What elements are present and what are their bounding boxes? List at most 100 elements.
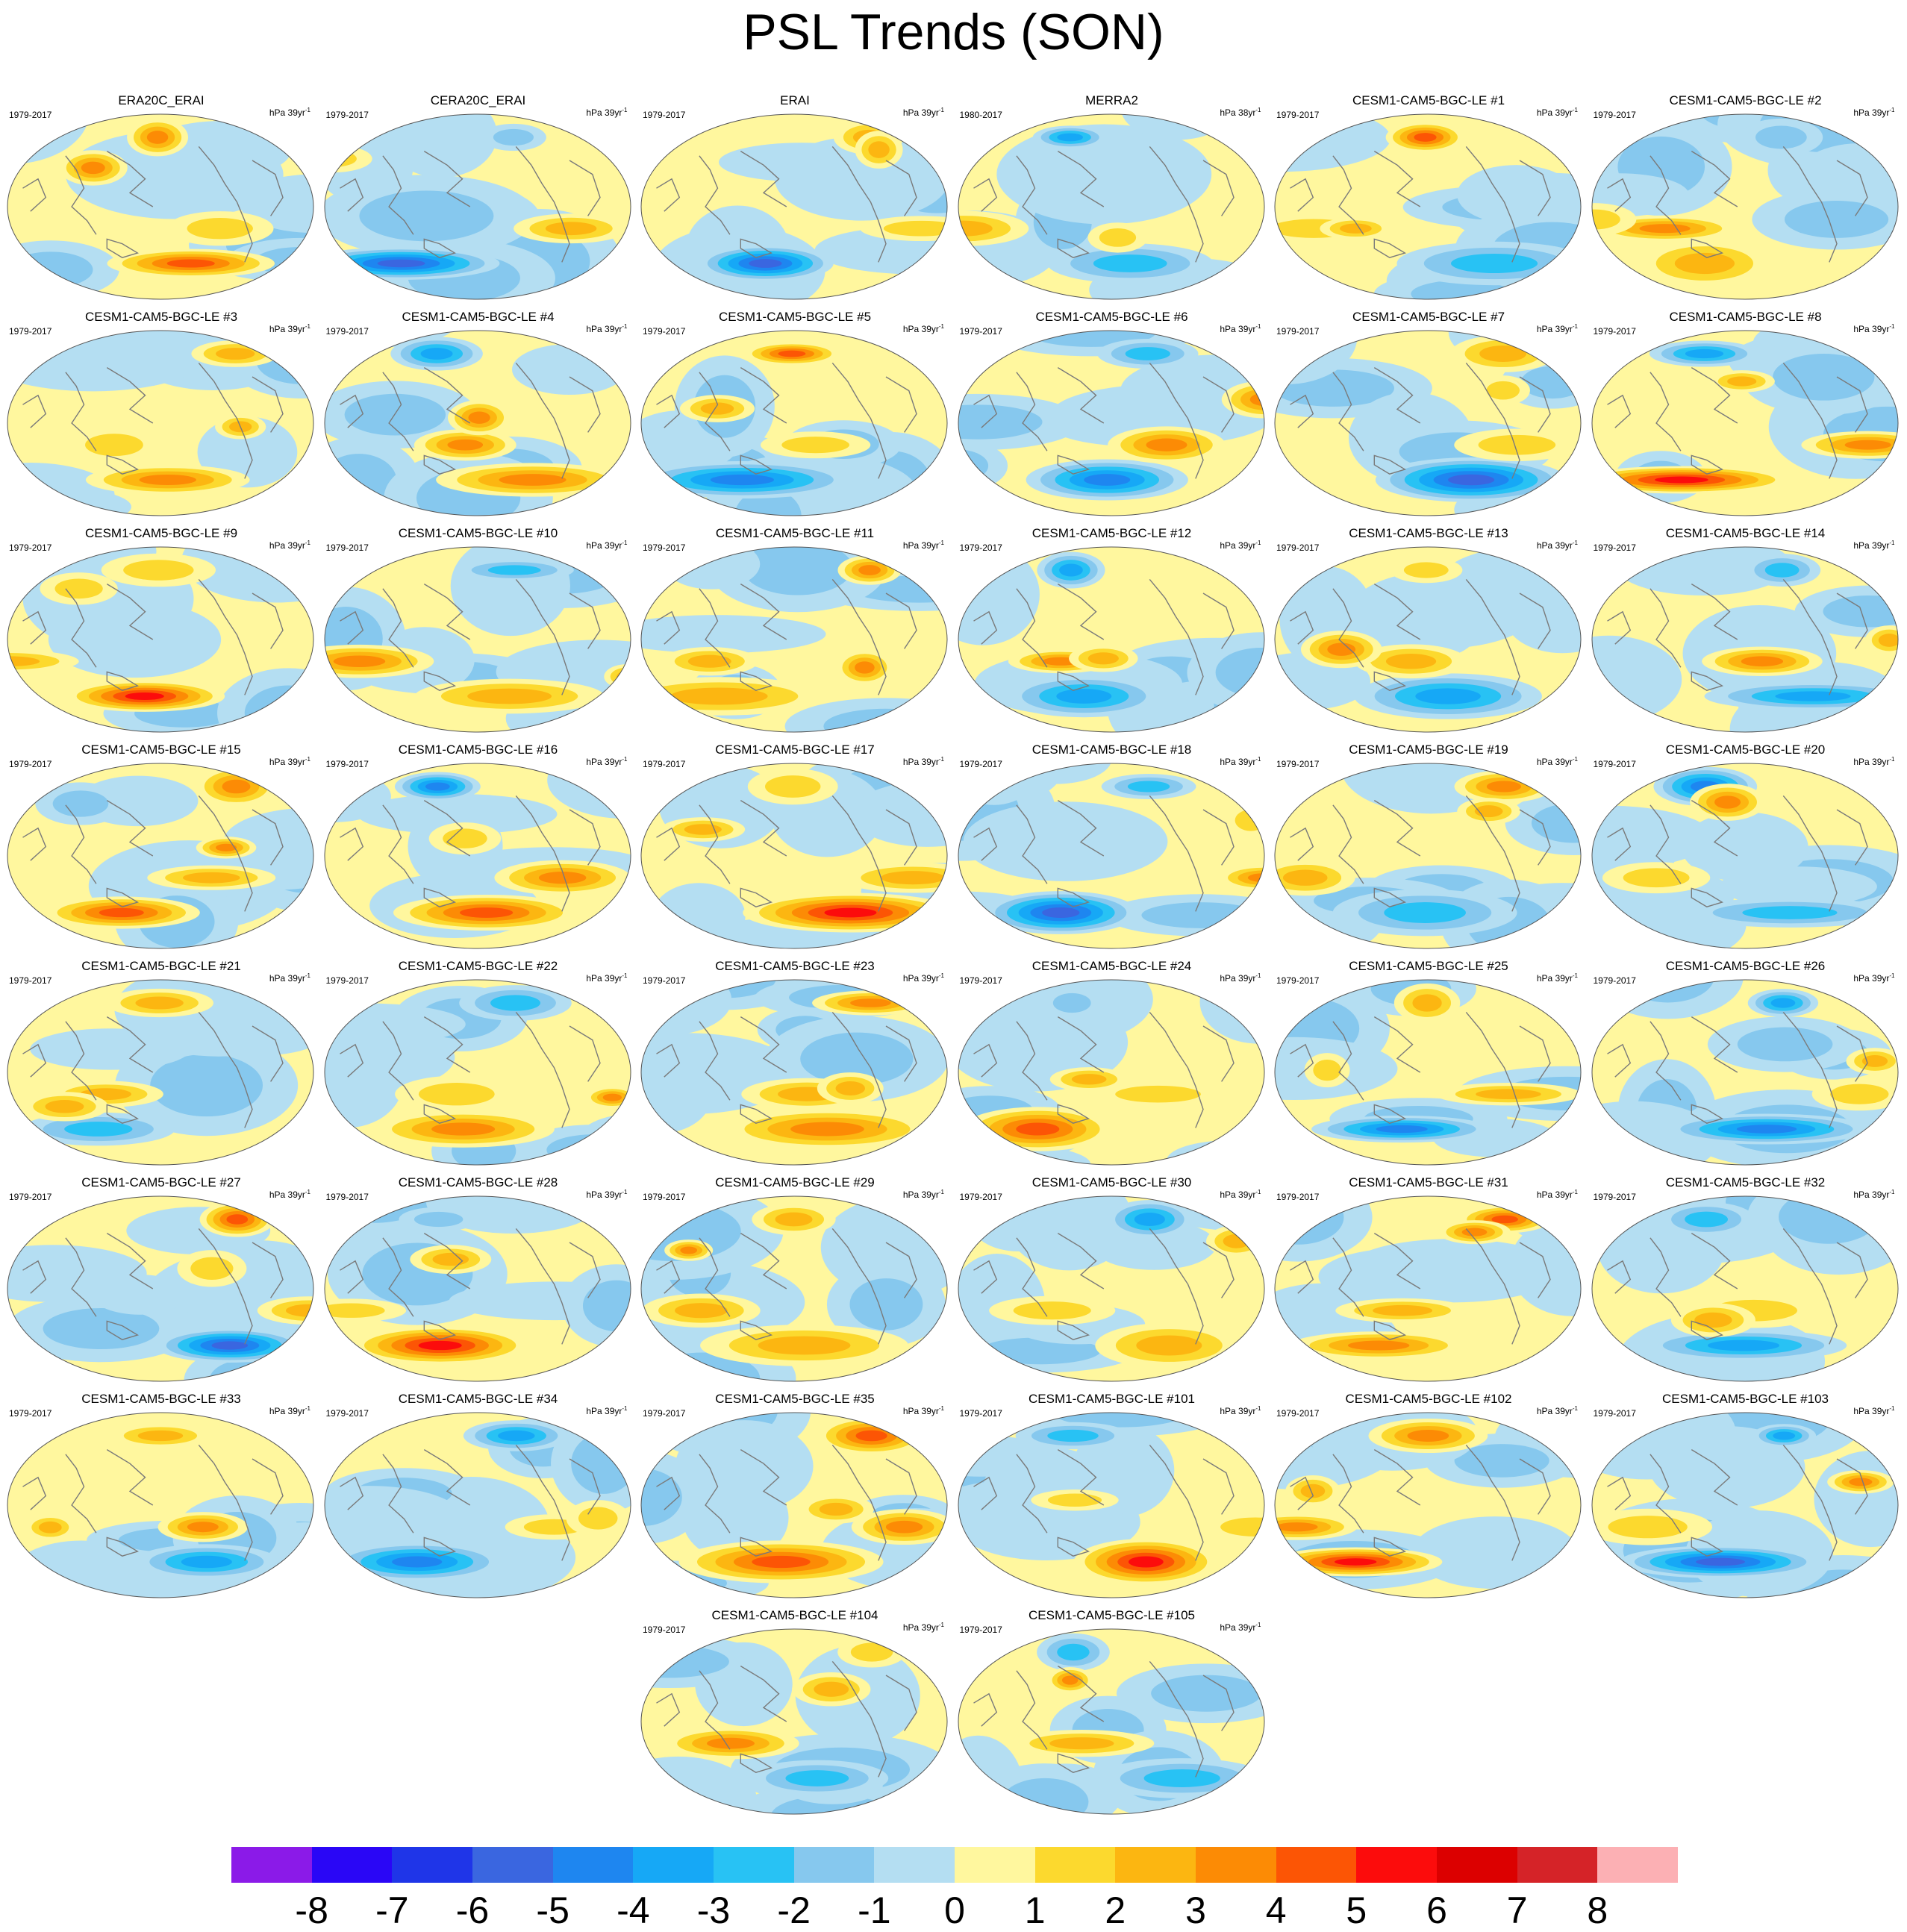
panel-title: CESM1-CAM5-BGC-LE #17 [715, 743, 875, 757]
panel-period: 1979-2017 [1276, 326, 1320, 337]
trend-map [7, 546, 314, 733]
panel-title: CESM1-CAM5-BGC-LE #33 [81, 1392, 241, 1406]
panel-period: 1979-2017 [9, 1192, 52, 1202]
trend-map [1274, 330, 1582, 516]
panel-units: hPa 39yr-1 [1853, 756, 1895, 767]
map-panel: CESM1-CAM5-BGC-LE #29 1979-2017 hPa 39yr-1 [637, 1175, 953, 1392]
trend-map [1274, 546, 1582, 733]
panel-title: CESM1-CAM5-BGC-LE #103 [1662, 1392, 1829, 1406]
trend-map [1274, 1195, 1582, 1382]
trend-map [7, 113, 314, 300]
map-panel: CESM1-CAM5-BGC-LE #102 1979-2017 hPa 39yr-… [1270, 1392, 1587, 1608]
panel-units: hPa 39yr-1 [1536, 756, 1578, 767]
panel-title: CESM1-CAM5-BGC-LE #102 [1345, 1392, 1512, 1406]
colorbar-swatch [1276, 1847, 1357, 1883]
panel-units: hPa 39yr-1 [269, 1405, 310, 1416]
panel-period: 1979-2017 [643, 1625, 686, 1635]
panel-title: CESM1-CAM5-BGC-LE #5 [718, 310, 872, 324]
panel-period: 1979-2017 [959, 326, 1002, 337]
panel-period: 1979-2017 [325, 110, 369, 120]
trend-map [640, 763, 948, 949]
colorbar-swatch [1196, 1847, 1277, 1883]
panel-units: hPa 39yr-1 [1536, 323, 1578, 334]
panel-period: 1979-2017 [1276, 759, 1320, 769]
panel-title: CESM1-CAM5-BGC-LE #3 [84, 310, 238, 324]
map-panel: CESM1-CAM5-BGC-LE #17 1979-2017 hPa 39yr-1 [637, 743, 953, 959]
map-panel: CESM1-CAM5-BGC-LE #11 1979-2017 hPa 39yr-1 [637, 526, 953, 743]
panel-units: hPa 39yr-1 [1853, 107, 1895, 118]
panel-units: hPa 39yr-1 [1220, 756, 1261, 767]
trend-map [7, 1195, 314, 1382]
panel-title: CESM1-CAM5-BGC-LE #28 [398, 1175, 558, 1189]
panel-title: CERA20C_ERAI [430, 93, 526, 107]
panel-title: CESM1-CAM5-BGC-LE #26 [1665, 959, 1826, 973]
panel-period: 1979-2017 [1276, 1408, 1320, 1419]
panel-title: CESM1-CAM5-BGC-LE #24 [1031, 959, 1192, 973]
map-panel: CESM1-CAM5-BGC-LE #7 1979-2017 hPa 39yr-1 [1270, 310, 1587, 526]
panel-period: 1979-2017 [9, 110, 52, 120]
panel-period: 1979-2017 [1276, 543, 1320, 553]
trend-map [1591, 113, 1898, 300]
trend-map [958, 979, 1264, 1166]
map-panel: CESM1-CAM5-BGC-LE #34 1979-2017 hPa 39yr-1 [320, 1392, 637, 1608]
trend-map [324, 113, 631, 300]
map-panel: CESM1-CAM5-BGC-LE #18 1979-2017 hPa 39yr-1 [954, 743, 1270, 959]
panel-units: hPa 39yr-1 [902, 1189, 944, 1200]
panel-title: CESM1-CAM5-BGC-LE #12 [1031, 526, 1192, 540]
colorbar-swatch [1034, 1847, 1116, 1883]
panel-units: hPa 39yr-1 [1536, 540, 1578, 551]
map-panel: CESM1-CAM5-BGC-LE #27 1979-2017 hPa 39yr-1 [3, 1175, 319, 1392]
panel-units: hPa 39yr-1 [902, 323, 944, 334]
panel-title: ERAI [780, 93, 810, 107]
panel-period: 1979-2017 [9, 326, 52, 337]
map-panel: MERRA2 1980-2017 hPa 38yr-1 [954, 93, 1270, 310]
colorbar-label: -7 [375, 1889, 409, 1931]
panel-title: CESM1-CAM5-BGC-LE #18 [1031, 743, 1192, 757]
panel-units: hPa 39yr-1 [1853, 323, 1895, 334]
map-panel: CESM1-CAM5-BGC-LE #35 1979-2017 hPa 39yr-1 [637, 1392, 953, 1608]
trend-map [640, 1628, 948, 1815]
panel-units: hPa 39yr-1 [269, 107, 310, 118]
trend-map [958, 1628, 1264, 1815]
colorbar-label: 3 [1185, 1889, 1206, 1931]
trend-map [640, 979, 948, 1166]
panel-period: 1979-2017 [9, 975, 52, 986]
map-panel: CESM1-CAM5-BGC-LE #103 1979-2017 hPa 39yr-… [1588, 1392, 1904, 1608]
colorbar-label: 7 [1506, 1889, 1528, 1931]
panel-units: hPa 39yr-1 [902, 540, 944, 551]
map-panel: CESM1-CAM5-BGC-LE #24 1979-2017 hPa 39yr-1 [954, 959, 1270, 1175]
panel-title: CESM1-CAM5-BGC-LE #7 [1352, 310, 1505, 324]
map-panel: CESM1-CAM5-BGC-LE #25 1979-2017 hPa 39yr-1 [1270, 959, 1587, 1175]
panel-units: hPa 39yr-1 [1220, 323, 1261, 334]
panel-units: hPa 39yr-1 [1536, 107, 1578, 118]
panel-units: hPa 39yr-1 [269, 1189, 310, 1200]
panel-period: 1979-2017 [1276, 975, 1320, 986]
panel-period: 1979-2017 [643, 759, 686, 769]
panel-period: 1979-2017 [325, 759, 369, 769]
panel-title: CESM1-CAM5-BGC-LE #6 [1035, 310, 1188, 324]
panel-units: hPa 39yr-1 [902, 1405, 944, 1416]
trend-map [640, 113, 948, 300]
panel-title: CESM1-CAM5-BGC-LE #13 [1349, 526, 1508, 540]
panel-units: hPa 39yr-1 [1853, 972, 1895, 984]
colorbar-label: 1 [1024, 1889, 1046, 1931]
panel-title: CESM1-CAM5-BGC-LE #2 [1669, 93, 1822, 107]
panel-units: hPa 39yr-1 [902, 107, 944, 118]
panel-period: 1979-2017 [1593, 326, 1636, 337]
panel-units: hPa 39yr-1 [1853, 1189, 1895, 1200]
colorbar-swatch [633, 1847, 714, 1883]
panel-units: hPa 39yr-1 [902, 1622, 944, 1633]
trend-map [1591, 763, 1898, 949]
panel-units: hPa 39yr-1 [1536, 972, 1578, 984]
map-panel: ERA20C_ERAI 1979-2017 hPa 39yr-1 [3, 93, 319, 310]
colorbar-label: 8 [1587, 1889, 1608, 1931]
panel-period: 1979-2017 [9, 543, 52, 553]
colorbar-label: 5 [1346, 1889, 1367, 1931]
trend-map [7, 330, 314, 516]
trend-map [1274, 113, 1582, 300]
panel-period: 1979-2017 [1593, 543, 1636, 553]
trend-map [324, 1195, 631, 1382]
map-panel: CESM1-CAM5-BGC-LE #26 1979-2017 hPa 39yr-1 [1588, 959, 1904, 1175]
trend-map [640, 1195, 948, 1382]
colorbar-label: 4 [1265, 1889, 1287, 1931]
